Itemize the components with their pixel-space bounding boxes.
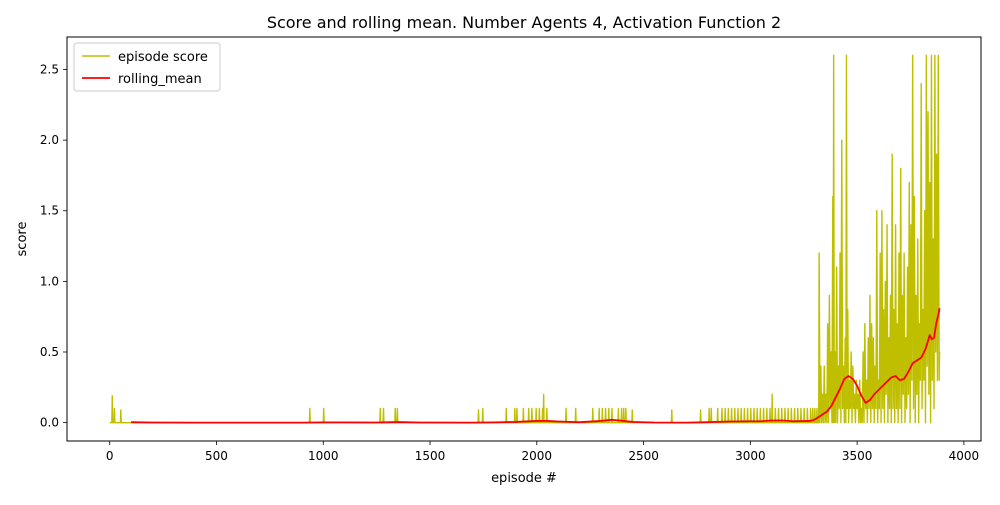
x-tick-label: 1500 [415, 449, 446, 463]
y-tick-label: 0.0 [40, 416, 59, 430]
x-tick-label: 3000 [735, 449, 766, 463]
x-axis-label: episode # [491, 471, 557, 486]
x-tick-label: 3500 [842, 449, 873, 463]
x-tick-label: 500 [205, 449, 228, 463]
y-tick-label: 1.0 [40, 274, 59, 288]
y-axis-label: score [15, 222, 30, 257]
y-tick-label: 2.0 [40, 133, 59, 147]
legend-box [73, 42, 221, 92]
y-axis: 0.0 0.5 1.0 1.5 2.0 2.5 [40, 62, 67, 430]
chart-title: Score and rolling mean. Number Agents 4,… [267, 13, 781, 32]
legend-label-episode-score: episode score [118, 50, 208, 65]
rolling-mean-series [131, 308, 941, 424]
y-tick-label: 1.5 [40, 204, 59, 218]
x-tick-label: 1000 [308, 449, 339, 463]
x-tick-label: 0 [106, 449, 114, 463]
x-tick-label: 2500 [628, 449, 659, 463]
x-tick-label: 4000 [949, 449, 980, 463]
plot-frame [66, 36, 982, 442]
x-tick-label: 2000 [522, 449, 553, 463]
plot-area [66, 36, 982, 442]
x-axis: 0 500 1000 1500 2000 2500 3000 3500 4000 [106, 441, 979, 463]
legend: episode score rolling_mean [73, 42, 221, 92]
rolling-mean-line [131, 308, 941, 424]
legend-label-rolling-mean: rolling_mean [118, 72, 202, 87]
y-tick-label: 2.5 [40, 62, 59, 76]
y-tick-label: 0.5 [40, 345, 59, 359]
